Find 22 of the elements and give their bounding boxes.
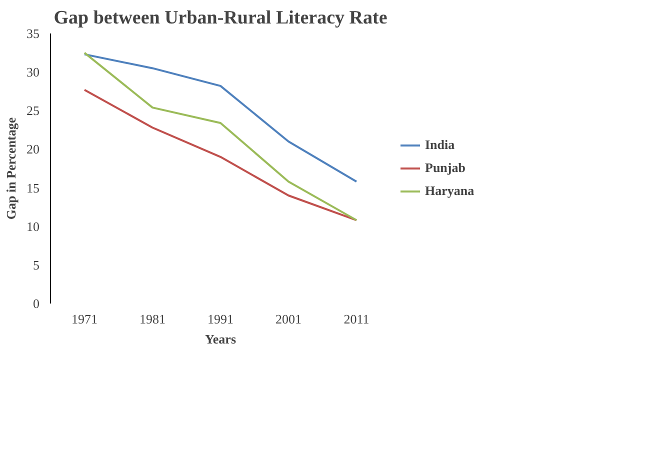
- x-tick-label: 1971: [72, 312, 98, 326]
- x-tick-label: 1991: [208, 312, 234, 326]
- y-tick-label: 30: [26, 64, 40, 80]
- line-series: [84, 53, 358, 183]
- x-tick-label: 1981: [140, 312, 166, 326]
- x-axis-title: Years: [204, 332, 236, 346]
- y-tick-label: 25: [26, 103, 40, 118]
- x-tick-label: 2001: [276, 312, 302, 326]
- y-tick-label: 20: [26, 142, 40, 157]
- y-tick-label: 0: [33, 296, 40, 311]
- chart-title: Gap between Urban-Rural Literacy Rate: [54, 8, 388, 28]
- x-tick-label: 2011: [344, 312, 370, 326]
- legend-label: Punjab: [425, 160, 466, 176]
- line-series: [84, 88, 358, 222]
- line-series: [84, 52, 358, 222]
- y-tick-label: 10: [26, 218, 40, 234]
- y-axis-title: Gap in Percentage: [4, 117, 18, 220]
- y-tick-label: 35: [26, 26, 40, 41]
- y-tick-label: 15: [26, 180, 40, 196]
- legend-label: India: [425, 137, 455, 153]
- y-tick-label: 5: [33, 257, 40, 272]
- legend-label: Haryana: [425, 183, 474, 199]
